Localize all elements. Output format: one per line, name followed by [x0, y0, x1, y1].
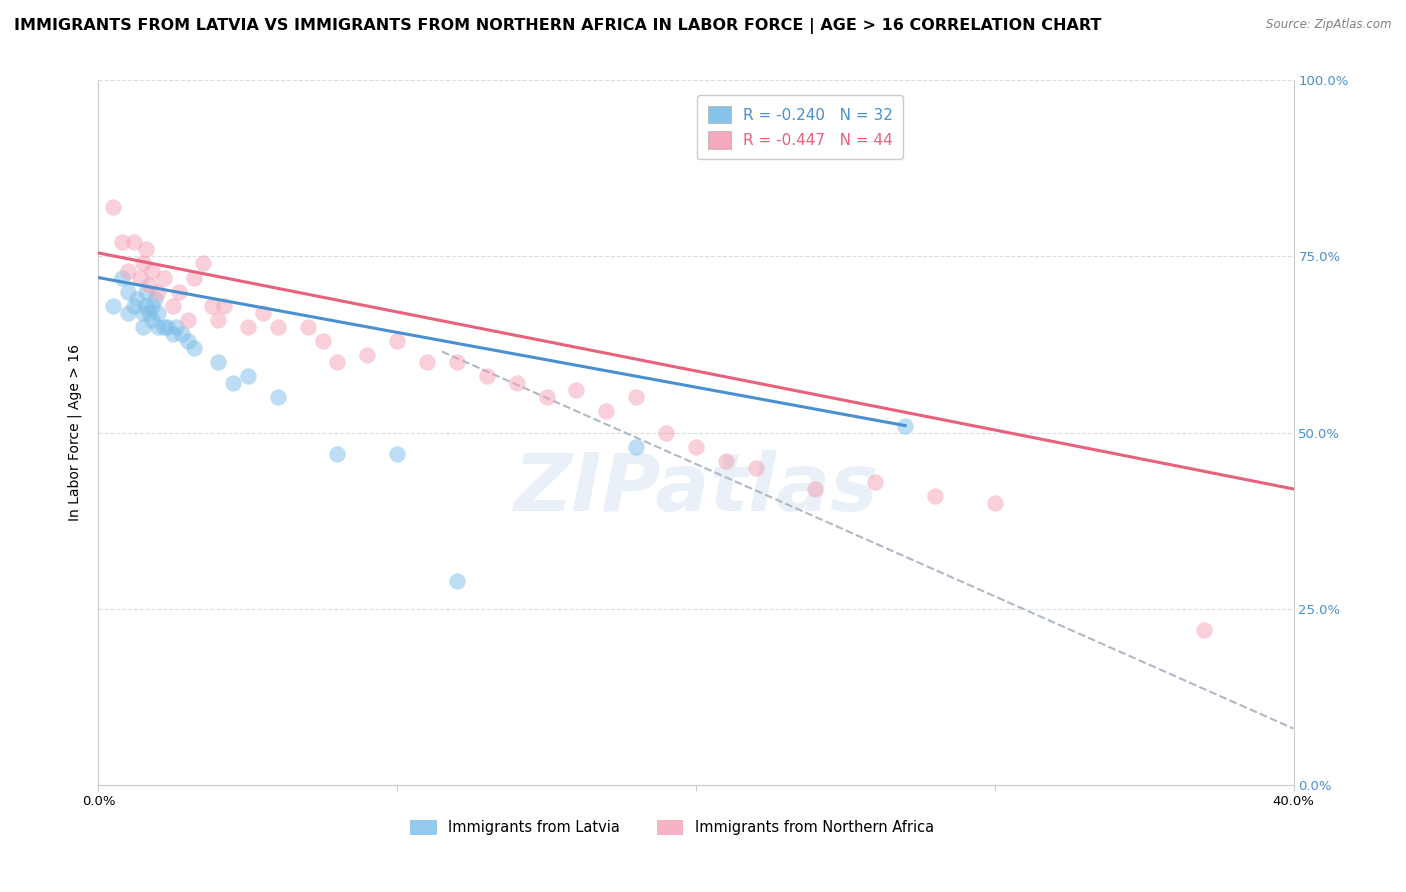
Point: [135, 299, 157, 313]
Point: [714, 454, 737, 468]
Point: [297, 320, 319, 334]
Point: [626, 440, 648, 454]
Point: [124, 299, 146, 313]
Point: [148, 285, 170, 299]
Point: [475, 369, 498, 384]
Point: [183, 341, 205, 355]
Point: [177, 313, 200, 327]
Point: [356, 348, 378, 362]
Point: [141, 299, 163, 313]
Point: [865, 475, 887, 489]
Point: [326, 447, 349, 461]
Point: [655, 425, 678, 440]
Point: [172, 326, 194, 341]
Point: [984, 496, 1007, 510]
Point: [135, 243, 157, 257]
Point: [132, 320, 155, 334]
Legend: Immigrants from Latvia, Immigrants from Northern Africa: Immigrants from Latvia, Immigrants from …: [405, 814, 939, 841]
Point: [506, 376, 529, 391]
Point: [685, 440, 707, 454]
Text: Source: ZipAtlas.com: Source: ZipAtlas.com: [1267, 18, 1392, 31]
Point: [626, 391, 648, 405]
Point: [222, 376, 245, 391]
Point: [326, 355, 349, 369]
Point: [148, 320, 170, 334]
Point: [201, 299, 224, 313]
Point: [207, 313, 229, 327]
Point: [385, 447, 409, 461]
Point: [111, 270, 134, 285]
Point: [103, 299, 125, 313]
Point: [141, 263, 163, 277]
Point: [156, 320, 179, 334]
Point: [212, 299, 235, 313]
Point: [167, 285, 190, 299]
Point: [138, 306, 160, 320]
Point: [117, 263, 139, 277]
Point: [416, 355, 439, 369]
Point: [162, 326, 184, 341]
Point: [385, 334, 409, 348]
Point: [148, 306, 170, 320]
Point: [236, 369, 259, 384]
Point: [111, 235, 134, 250]
Text: IMMIGRANTS FROM LATVIA VS IMMIGRANTS FROM NORTHERN AFRICA IN LABOR FORCE | AGE >: IMMIGRANTS FROM LATVIA VS IMMIGRANTS FRO…: [14, 18, 1101, 34]
Point: [143, 292, 166, 306]
Point: [1192, 623, 1215, 637]
Point: [141, 313, 163, 327]
Text: ZIPatlas: ZIPatlas: [513, 450, 879, 528]
Point: [177, 334, 200, 348]
Point: [165, 320, 187, 334]
Point: [745, 460, 768, 475]
Point: [162, 299, 184, 313]
Point: [132, 256, 155, 270]
Point: [103, 200, 125, 214]
Point: [117, 285, 139, 299]
Point: [267, 320, 290, 334]
Point: [924, 489, 946, 503]
Point: [138, 277, 160, 292]
Point: [804, 482, 827, 496]
Point: [153, 320, 176, 334]
Point: [191, 256, 214, 270]
Point: [183, 270, 205, 285]
Point: [267, 391, 290, 405]
Point: [252, 306, 274, 320]
Point: [129, 270, 152, 285]
Point: [124, 235, 146, 250]
Point: [595, 404, 617, 418]
Point: [311, 334, 333, 348]
Point: [207, 355, 229, 369]
Point: [153, 270, 176, 285]
Point: [894, 418, 917, 433]
Y-axis label: In Labor Force | Age > 16: In Labor Force | Age > 16: [67, 344, 83, 521]
Point: [446, 574, 468, 588]
Point: [135, 285, 157, 299]
Point: [132, 306, 155, 320]
Point: [446, 355, 468, 369]
Point: [565, 384, 588, 398]
Point: [117, 306, 139, 320]
Point: [127, 292, 149, 306]
Point: [536, 391, 558, 405]
Point: [236, 320, 259, 334]
